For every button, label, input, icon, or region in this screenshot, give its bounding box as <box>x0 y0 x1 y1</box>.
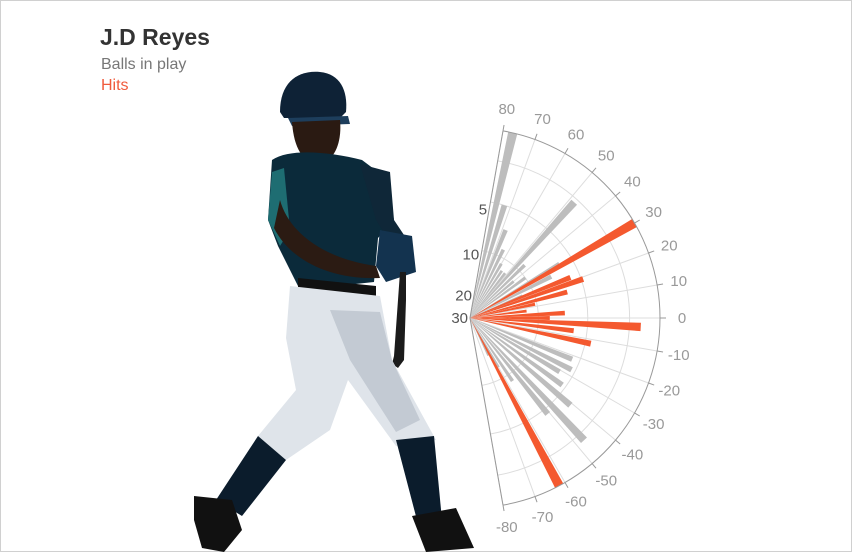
angle-tick <box>634 412 640 417</box>
balls-in-play-bar <box>470 274 553 318</box>
legend-balls-in-play: Balls in play <box>101 56 187 73</box>
hit-bar <box>470 276 585 318</box>
axis-edge-top <box>469 130 504 319</box>
balls-in-play-bar <box>470 272 507 318</box>
front-arm <box>274 200 380 279</box>
balls-in-play-bar <box>470 204 508 318</box>
angle-tick-label: -60 <box>565 494 587 511</box>
angle-tick-label: 80 <box>498 101 515 118</box>
balls-in-play-bar <box>470 262 561 318</box>
balls-in-play-bar <box>470 131 518 318</box>
axis-edge-bottom <box>469 317 504 506</box>
angle-tick-label: 10 <box>670 273 687 290</box>
belt <box>298 278 376 296</box>
angle-tick <box>534 496 538 503</box>
hit-bar <box>470 219 637 318</box>
chart-axis: 80706050403020100-10-20-30-40-50-60-70-8… <box>451 101 689 536</box>
hit-bar <box>470 310 565 318</box>
balls-in-play-bar <box>470 318 574 362</box>
angle-tick-label: -10 <box>668 347 690 364</box>
grid-spoke <box>469 317 536 497</box>
angle-tick <box>634 219 640 224</box>
angle-tick-label: 0 <box>678 310 686 327</box>
balls-in-play-bar <box>470 318 515 383</box>
balls-in-play-bar <box>470 199 578 318</box>
grid-spoke <box>469 172 593 319</box>
angle-tick-label: 50 <box>598 148 615 165</box>
balls-in-play-bar <box>470 318 551 416</box>
balls-in-play-bar <box>470 318 587 444</box>
angle-tick <box>657 350 664 353</box>
grid-spoke <box>469 284 658 319</box>
legend-hits: Hits <box>101 77 129 94</box>
angle-tick <box>615 439 621 445</box>
angle-tick-label: -80 <box>496 519 518 536</box>
balls-in-play-bar <box>470 262 503 318</box>
back-arm <box>360 164 406 248</box>
angle-tick-label: -50 <box>595 472 617 489</box>
grid-spoke <box>469 317 649 384</box>
pants-shade <box>330 310 420 432</box>
angle-tick-label: 20 <box>661 237 678 254</box>
radial-tick-label: 20 <box>455 288 472 305</box>
balls-in-play-bar <box>470 318 573 373</box>
angle-tick <box>502 124 505 131</box>
angle-tick <box>657 283 664 286</box>
hit-bar <box>470 318 575 334</box>
page-title: J.D Reyes <box>100 24 210 50</box>
hit-bar <box>470 318 641 332</box>
balls-in-play-bar <box>470 318 561 374</box>
hit-bar <box>470 318 564 488</box>
angle-tick <box>534 133 538 140</box>
balls-in-play-bar <box>470 294 523 318</box>
balls-in-play-bar <box>470 280 515 318</box>
balls-in-play-bar <box>470 318 500 369</box>
balls-in-play-bar <box>470 318 573 408</box>
hit-bar <box>470 289 568 318</box>
outer-arc <box>502 130 661 506</box>
angle-tick-label: 30 <box>645 204 662 221</box>
front-shoe <box>194 496 242 552</box>
balls-in-play-bar <box>470 318 564 388</box>
radial-tick-label: 5 <box>479 201 487 218</box>
angle-tick-label: -40 <box>622 446 644 463</box>
balls-in-play-bar <box>470 276 527 318</box>
angle-tick <box>564 482 569 488</box>
balls-in-play-bar <box>470 269 504 318</box>
hit-bar <box>470 316 550 320</box>
angle-tick <box>502 505 505 512</box>
grid-spoke <box>469 139 536 319</box>
hit-bar <box>470 318 592 347</box>
grid-spoke <box>469 317 658 352</box>
hit-bar <box>470 302 536 318</box>
bat <box>392 272 406 368</box>
angle-tick <box>648 250 655 254</box>
hit-bar <box>470 309 527 318</box>
angle-tick-label: -30 <box>643 416 665 433</box>
angle-tick-label: 60 <box>568 126 585 143</box>
angle-tick <box>615 191 621 197</box>
front-sock <box>216 436 286 516</box>
balls-in-play-bar <box>470 229 508 318</box>
back-sock <box>396 436 442 524</box>
angle-tick-label: 40 <box>624 174 641 191</box>
angle-tick <box>648 382 655 386</box>
back-shoe <box>412 508 474 552</box>
hit-bar <box>470 274 572 318</box>
gloves <box>376 230 416 282</box>
radial-tick-label: 30 <box>451 310 468 327</box>
batter-image <box>194 71 474 552</box>
angle-tick <box>564 148 569 154</box>
angle-tick-label: 70 <box>534 111 551 128</box>
angle-tick <box>591 167 597 173</box>
radial-tick-label: 10 <box>463 246 480 263</box>
chart-bars <box>470 131 641 488</box>
balls-in-play-bar <box>470 263 526 318</box>
balls-in-play-bar <box>470 248 505 318</box>
angle-tick-label: -20 <box>658 383 680 400</box>
angle-tick-label: -70 <box>532 509 554 526</box>
angle-tick <box>591 463 597 469</box>
helmet <box>280 71 347 118</box>
